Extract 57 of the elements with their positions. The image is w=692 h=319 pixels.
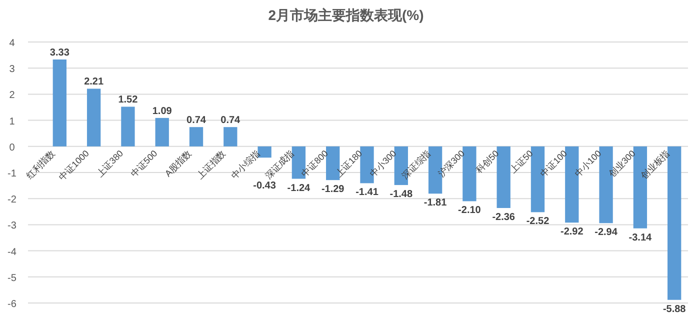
data-label: -2.92 xyxy=(560,226,584,238)
y-tick-label: -2 xyxy=(8,194,17,206)
x-tick-label: 中小300 xyxy=(368,148,398,179)
x-tick-label: 沪深300 xyxy=(436,148,467,179)
x-tick-label: 中证100 xyxy=(538,148,570,179)
x-tick-label: A股指数 xyxy=(162,148,194,179)
x-tick-label: 上证指数 xyxy=(194,148,228,181)
x-tick-label: 中小综指 xyxy=(229,148,262,181)
x-tick-label: 中证800 xyxy=(300,148,330,179)
data-label: -3.14 xyxy=(628,232,652,244)
bar xyxy=(52,59,66,146)
x-tick-label: 中小100 xyxy=(572,148,604,179)
x-tick-label: 深证综指 xyxy=(400,148,432,181)
x-tick-label: 中证500 xyxy=(128,148,160,179)
bar xyxy=(496,146,510,208)
data-label: 0.74 xyxy=(186,115,206,126)
bar xyxy=(189,127,204,146)
data-label: -2.94 xyxy=(594,227,618,238)
data-label: 0.74 xyxy=(220,115,241,126)
x-tick-label: 上证180 xyxy=(334,148,364,179)
x-tick-label: 红利指数 xyxy=(24,148,57,181)
x-tick-label: 创业板指 xyxy=(638,148,672,181)
data-label: -0.43 xyxy=(253,180,276,192)
data-label: -1.29 xyxy=(321,184,345,196)
x-tick-label: 深证成指 xyxy=(263,148,296,181)
x-tick-label: 科创50 xyxy=(474,148,501,176)
chart-title: 2月市场主要指数表现(%) xyxy=(268,7,424,23)
y-tick-label: 0 xyxy=(9,142,16,154)
data-label: -1.81 xyxy=(424,198,448,209)
x-tick-label: 上证380 xyxy=(94,148,126,179)
data-label: -5.88 xyxy=(662,304,686,315)
data-label: 3.33 xyxy=(50,47,70,58)
x-tick-label: 上证50 xyxy=(508,148,535,176)
x-tick-label: 创业300 xyxy=(606,148,638,179)
bar xyxy=(121,106,135,146)
data-label: -2.52 xyxy=(526,216,550,228)
data-label: 2.21 xyxy=(84,76,104,88)
bar xyxy=(224,127,238,146)
data-label: 1.09 xyxy=(152,106,172,117)
data-label: 1.52 xyxy=(118,94,138,106)
y-tick-label: 3 xyxy=(9,64,16,76)
data-label: -1.48 xyxy=(390,189,413,200)
y-tick-label: -3 xyxy=(8,220,17,232)
bar xyxy=(86,88,101,146)
y-tick-label: -6 xyxy=(8,299,17,310)
y-tick-label: 4 xyxy=(9,38,16,49)
data-label: -1.24 xyxy=(287,182,311,194)
y-tick-label: -4 xyxy=(8,246,17,258)
y-tick-label: -1 xyxy=(8,168,17,180)
bar xyxy=(155,118,169,146)
data-label: -1.41 xyxy=(356,187,379,198)
y-tick-label: 2 xyxy=(9,90,16,102)
data-label: -2.10 xyxy=(458,205,482,216)
bar xyxy=(462,146,476,202)
y-tick-label: -5 xyxy=(8,272,17,284)
data-label: -2.36 xyxy=(492,212,516,223)
y-tick-label: 1 xyxy=(9,116,16,128)
